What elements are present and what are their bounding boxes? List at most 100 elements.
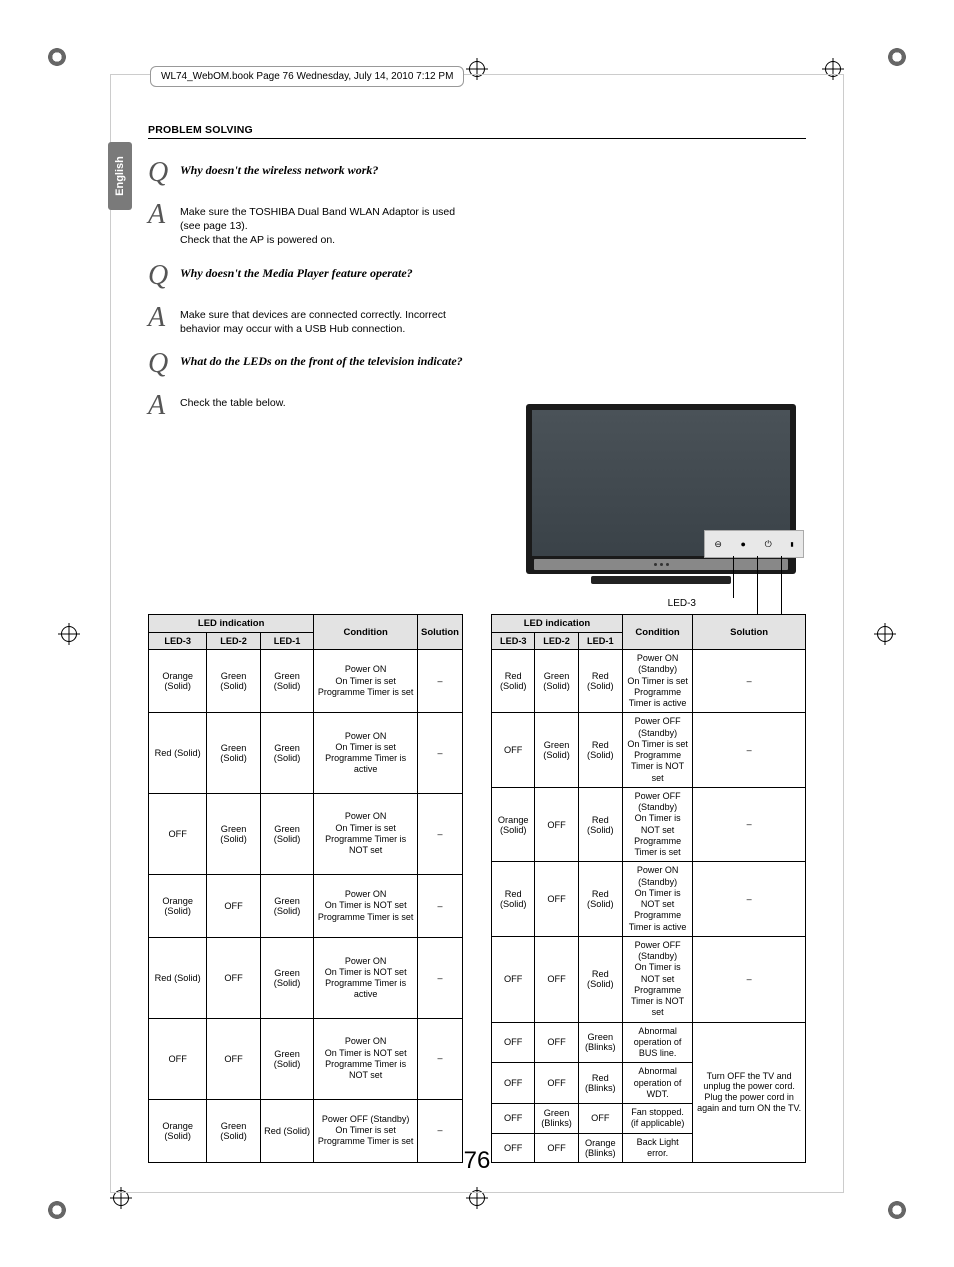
cell-condition: Power OFF (Standby)On Timer is setProgra… — [314, 1099, 418, 1162]
tv-stand — [591, 576, 731, 584]
a-icon: A — [148, 392, 172, 420]
cell-condition: Power ONOn Timer is setProgramme Timer i… — [314, 794, 418, 875]
cell-led2: OFF — [535, 862, 578, 937]
cell-led3: Orange (Solid) — [149, 874, 207, 937]
cell-condition: Power ONOn Timer is setProgramme Timer i… — [314, 713, 418, 794]
table-row: Orange (Solid)Green (Solid)Green (Solid)… — [149, 650, 463, 713]
led-3-label: LED-3 — [668, 598, 696, 609]
leader-line — [757, 556, 758, 618]
table-row: OFFOFFRed (Solid)Power OFF (Standby)On T… — [492, 936, 806, 1022]
cell-led2: Green (Solid) — [207, 794, 261, 875]
th-condition: Condition — [314, 615, 418, 650]
cell-condition: Fan stopped.(if applicable) — [622, 1104, 692, 1134]
question-block: Q Why doesn't the Media Player feature op… — [148, 262, 478, 290]
q-icon: Q — [148, 262, 172, 290]
cell-led1: Green (Solid) — [260, 938, 314, 1019]
cell-solution: – — [417, 874, 462, 937]
cell-led2: OFF — [207, 938, 261, 1019]
cell-led3: Red (Solid) — [149, 938, 207, 1019]
registration-mark-icon — [58, 623, 80, 645]
crop-mark-icon — [44, 1197, 70, 1223]
cell-led3: Red (Solid) — [149, 713, 207, 794]
crop-mark-icon — [44, 44, 70, 70]
cell-led3: Orange (Solid) — [492, 787, 535, 862]
qa-list: QWhy doesn't the wireless network work? A… — [148, 159, 806, 420]
q-icon: Q — [148, 350, 172, 378]
cell-solution: – — [693, 936, 806, 1022]
table-row: Orange (Solid)Green (Solid)Red (Solid)Po… — [149, 1099, 463, 1162]
tv-figure: ⊖ ● ⏻ ▮ LED-3 LED-2 LED-1 — [516, 404, 806, 574]
cell-led3: OFF — [492, 1104, 535, 1134]
cell-led3: OFF — [492, 936, 535, 1022]
table-row: Red (Solid)Green (Solid)Green (Solid)Pow… — [149, 713, 463, 794]
question-block: Q What do the LEDs on the front of the te… — [148, 350, 478, 378]
cell-led2: Green (Solid) — [207, 650, 261, 713]
cell-condition: Power ON (Standby)On Timer is NOT setPro… — [622, 862, 692, 937]
cell-led1: Green (Blinks) — [578, 1022, 622, 1063]
language-tab: English — [108, 142, 132, 210]
cell-led2: Green (Solid) — [207, 1099, 261, 1162]
cell-led3: OFF — [492, 1022, 535, 1063]
led-table-2: LED indicationConditionSolutionLED-3LED-… — [491, 614, 806, 1163]
cell-led2: OFF — [535, 787, 578, 862]
cell-led1: Green (Solid) — [260, 874, 314, 937]
cell-condition: Back Light error. — [622, 1133, 692, 1163]
led-2-icon: ● — [741, 539, 746, 549]
cell-led2: OFF — [535, 1022, 578, 1063]
cell-led2: Green (Solid) — [535, 650, 578, 713]
table-row: Red (Solid)Green (Solid)Red (Solid)Power… — [492, 650, 806, 713]
cell-led1: Red (Solid) — [578, 787, 622, 862]
q-icon: Q — [148, 159, 172, 187]
cell-led1: OFF — [578, 1104, 622, 1134]
cell-led1: Red (Blinks) — [578, 1063, 622, 1104]
cell-led2: OFF — [535, 1063, 578, 1104]
running-head: WL74_WebOM.book Page 76 Wednesday, July … — [150, 66, 464, 87]
registration-mark-icon — [874, 623, 896, 645]
crop-mark-icon — [884, 1197, 910, 1223]
cell-led1: Orange (Blinks) — [578, 1133, 622, 1163]
question-block: QWhy doesn't the wireless network work? — [148, 159, 478, 187]
cell-solution: – — [417, 1099, 462, 1162]
th-solution: Solution — [693, 615, 806, 650]
th-led3: LED-3 — [149, 633, 207, 650]
cell-condition: Power ONOn Timer is NOT setProgramme Tim… — [314, 938, 418, 1019]
th-led-indication: LED indication — [149, 615, 314, 633]
cell-solution: – — [693, 713, 806, 788]
cell-led3: Red (Solid) — [492, 862, 535, 937]
cell-solution: – — [693, 650, 806, 713]
answer-text: Make sure the TOSHIBA Dual Band WLAN Ada… — [180, 201, 478, 248]
cell-condition: Power OFF (Standby)On Timer is setProgra… — [622, 713, 692, 788]
cell-condition: Power ONOn Timer is NOT setProgramme Tim… — [314, 874, 418, 937]
cell-solution: – — [693, 787, 806, 862]
cell-led1: Red (Solid) — [578, 650, 622, 713]
led-dot-icon: ▮ — [790, 541, 793, 548]
question-text: What do the LEDs on the front of the tel… — [180, 350, 463, 378]
th-led2: LED-2 — [535, 633, 578, 650]
cell-solution: – — [417, 794, 462, 875]
cell-led2: OFF — [207, 874, 261, 937]
table-row: Red (Solid)OFFGreen (Solid)Power ONOn Ti… — [149, 938, 463, 1019]
cell-led3: OFF — [149, 794, 207, 875]
cell-led3: Orange (Solid) — [149, 650, 207, 713]
cell-led1: Red (Solid) — [578, 713, 622, 788]
cell-led1: Green (Solid) — [260, 650, 314, 713]
cell-led2: Green (Solid) — [207, 713, 261, 794]
tables-row: LED indicationConditionSolutionLED-3LED-… — [148, 614, 806, 1163]
page: WL74_WebOM.book Page 76 Wednesday, July … — [0, 0, 954, 1267]
question-text: Why doesn't the Media Player feature ope… — [180, 262, 413, 290]
cell-led3: OFF — [492, 713, 535, 788]
th-led3: LED-3 — [492, 633, 535, 650]
th-led-indication: LED indication — [492, 615, 623, 633]
cell-led1: Red (Solid) — [260, 1099, 314, 1162]
cell-led3: Orange (Solid) — [149, 1099, 207, 1162]
a-icon: A — [148, 304, 172, 336]
cell-condition: Power ONOn Timer is NOT setProgramme Tim… — [314, 1018, 418, 1099]
cell-led1: Red (Solid) — [578, 936, 622, 1022]
cell-led1: Green (Solid) — [260, 794, 314, 875]
table-row: Orange (Solid)OFFGreen (Solid)Power ONOn… — [149, 874, 463, 937]
cell-solution: – — [417, 1018, 462, 1099]
cell-condition: Power ONOn Timer is setProgramme Timer i… — [314, 650, 418, 713]
led-table-1: LED indicationConditionSolutionLED-3LED-… — [148, 614, 463, 1163]
table-row: Orange (Solid)OFFRed (Solid)Power OFF (S… — [492, 787, 806, 862]
cell-led1: Green (Solid) — [260, 1018, 314, 1099]
